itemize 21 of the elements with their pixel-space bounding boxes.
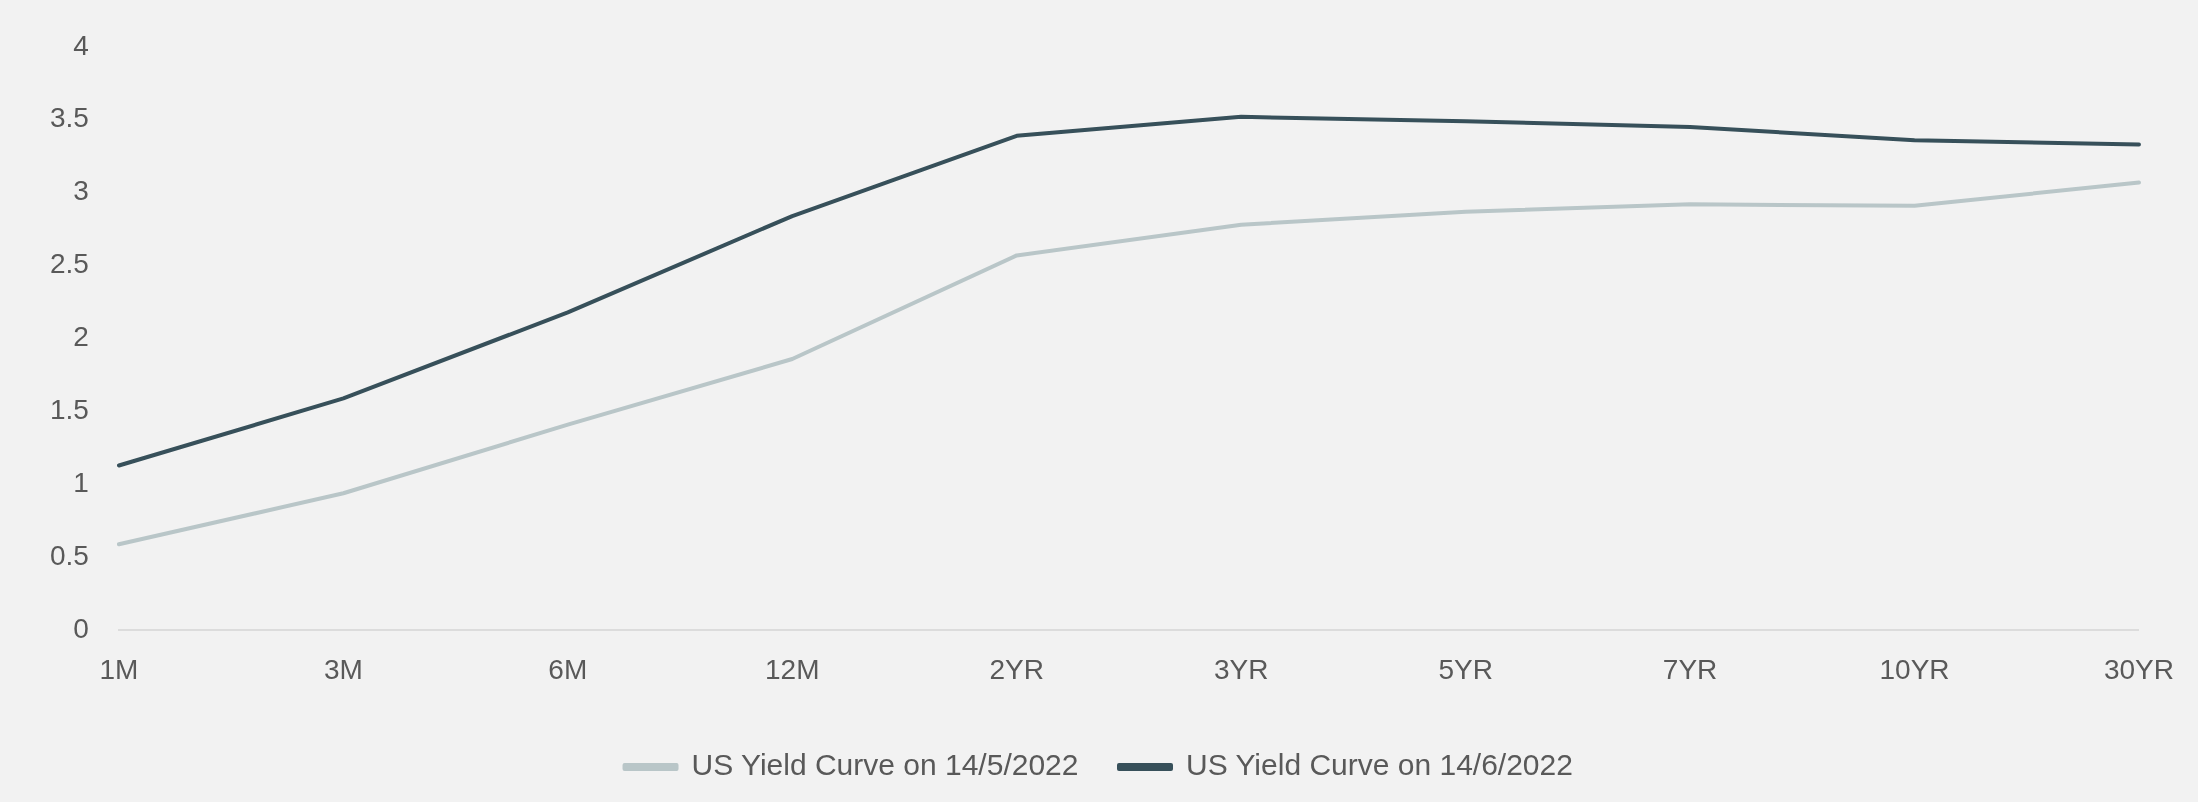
x-tick-label: 6M (548, 653, 588, 685)
legend-label: US Yield Curve on 14/5/2022 (691, 748, 1079, 782)
x-tick-label: 5YR (1438, 653, 1493, 685)
y-tick-label: 0.5 (49, 540, 89, 572)
x-tick-label: 12M (765, 653, 820, 685)
x-tick-label: 3YR (1213, 653, 1269, 685)
legend-label: US Yield Curve on 14/6/2022 (1186, 748, 1573, 782)
y-tick-label: 1.5 (49, 394, 89, 426)
y-tick-label: 4 (73, 29, 89, 61)
y-tick-label: 3.5 (49, 102, 89, 134)
x-tick-label: 3M (323, 653, 363, 685)
x-tick-label: 10YR (1879, 653, 1950, 685)
x-tick-label: 1M (99, 653, 139, 685)
y-tick-label: 1 (73, 467, 89, 499)
x-tick-label: 7YR (1662, 653, 1718, 685)
y-tick-label: 2.5 (49, 248, 89, 280)
y-tick-label: 0 (73, 613, 89, 645)
x-tick-label: 30YR (2103, 653, 2174, 685)
y-tick-label: 2 (73, 321, 89, 353)
y-tick-label: 3 (73, 175, 89, 207)
x-tick-label: 2YR (989, 653, 1044, 685)
